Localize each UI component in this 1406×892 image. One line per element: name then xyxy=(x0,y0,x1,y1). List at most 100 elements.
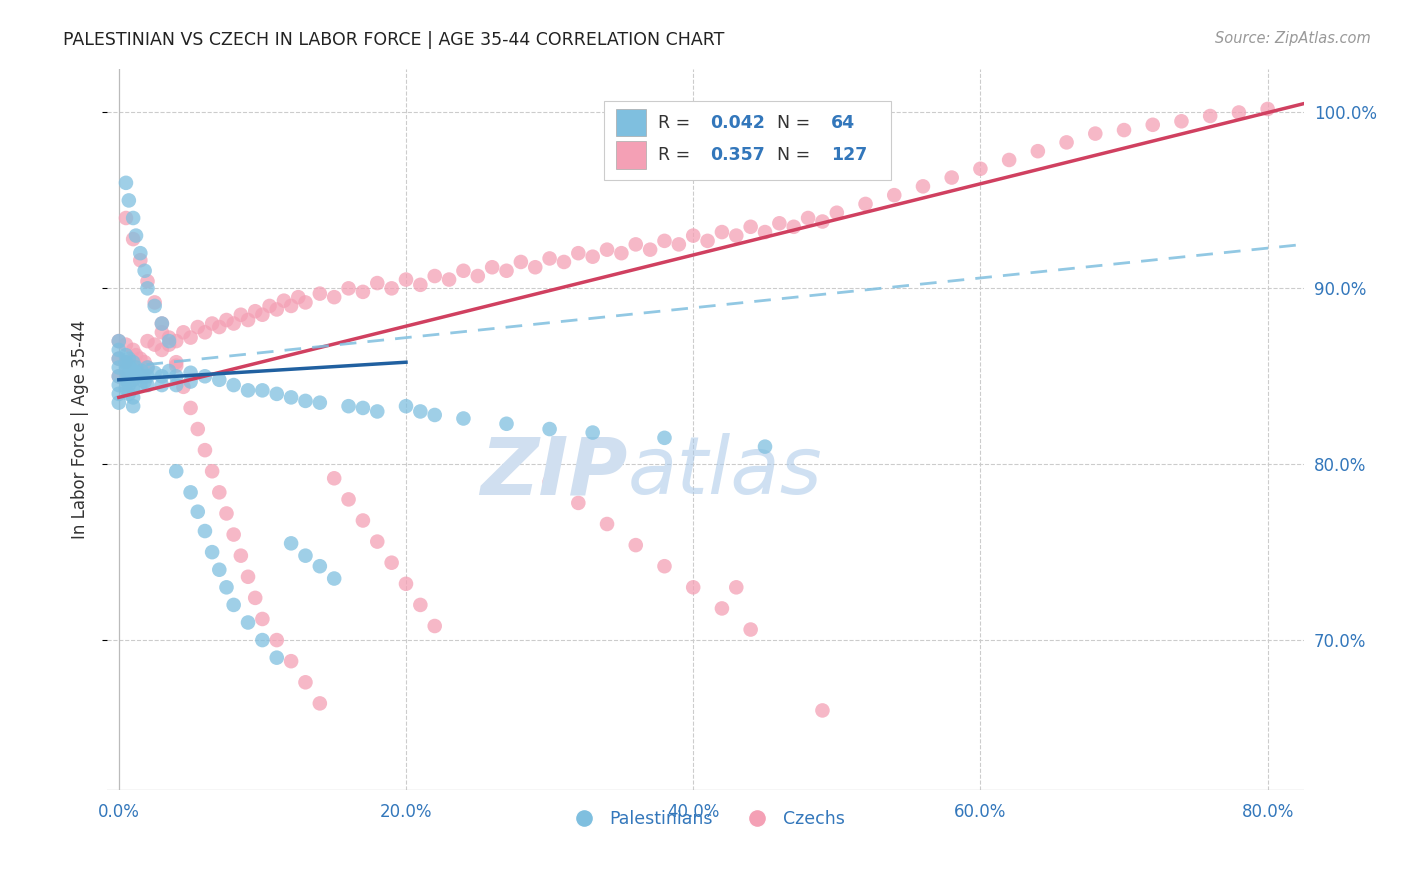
Point xyxy=(266,650,288,665)
Point xyxy=(855,197,877,211)
Point xyxy=(266,387,288,401)
Point xyxy=(157,330,180,344)
Point xyxy=(725,228,748,243)
Point xyxy=(194,369,217,384)
Point xyxy=(187,320,209,334)
Point xyxy=(131,364,153,378)
Point xyxy=(194,326,217,340)
Point xyxy=(236,384,259,398)
Text: 127: 127 xyxy=(831,146,868,164)
Point xyxy=(1199,109,1222,123)
Point xyxy=(134,264,156,278)
Point xyxy=(538,252,561,266)
Bar xyxy=(616,141,645,169)
Point xyxy=(236,313,259,327)
Point xyxy=(682,580,704,594)
Point xyxy=(118,360,141,375)
Point xyxy=(266,633,288,648)
Point xyxy=(165,369,187,384)
Point xyxy=(969,161,991,176)
Point xyxy=(201,545,224,559)
Point xyxy=(132,369,155,384)
Point xyxy=(911,179,934,194)
Point xyxy=(129,378,152,392)
Point xyxy=(596,243,619,257)
Point xyxy=(366,276,388,290)
Point xyxy=(1142,118,1164,132)
Y-axis label: In Labor Force | Age 35-44: In Labor Force | Age 35-44 xyxy=(72,319,89,539)
Point xyxy=(481,260,503,275)
Point xyxy=(122,373,145,387)
Point xyxy=(259,299,281,313)
Text: R =: R = xyxy=(658,113,696,132)
Point xyxy=(194,443,217,458)
Point xyxy=(150,317,173,331)
Point xyxy=(538,422,561,436)
Point xyxy=(122,382,145,396)
Point xyxy=(453,264,475,278)
Point xyxy=(1112,123,1135,137)
Point xyxy=(150,326,173,340)
Point xyxy=(395,272,418,286)
Point xyxy=(423,619,446,633)
Text: 0.357: 0.357 xyxy=(710,146,765,164)
Point xyxy=(294,549,316,563)
Point xyxy=(423,408,446,422)
Point xyxy=(352,401,374,415)
Point xyxy=(252,633,274,648)
Point xyxy=(107,369,129,384)
Point xyxy=(352,285,374,299)
Point xyxy=(115,373,138,387)
Point xyxy=(157,337,180,351)
Point xyxy=(1170,114,1192,128)
Point xyxy=(495,264,517,278)
Point xyxy=(582,250,605,264)
Point xyxy=(524,260,547,275)
Point xyxy=(811,214,834,228)
Point xyxy=(107,334,129,348)
Point xyxy=(134,355,156,369)
Point xyxy=(287,290,309,304)
Point xyxy=(172,380,194,394)
Point xyxy=(366,404,388,418)
Point xyxy=(567,246,589,260)
Point xyxy=(129,246,152,260)
Point xyxy=(215,580,238,594)
Point xyxy=(725,580,748,594)
Point xyxy=(883,188,905,202)
Point xyxy=(107,360,129,375)
Point xyxy=(107,343,129,357)
Point xyxy=(553,255,575,269)
Point xyxy=(538,475,561,489)
Point xyxy=(208,320,231,334)
Point xyxy=(122,232,145,246)
Point xyxy=(122,364,145,378)
FancyBboxPatch shape xyxy=(603,101,891,180)
Point xyxy=(125,228,148,243)
Point xyxy=(252,308,274,322)
Point xyxy=(115,211,138,225)
Point xyxy=(825,205,848,219)
Point xyxy=(129,369,152,384)
Point xyxy=(208,563,231,577)
Point xyxy=(180,485,202,500)
Point xyxy=(143,295,166,310)
Point xyxy=(740,219,762,234)
Point xyxy=(252,612,274,626)
Point xyxy=(107,334,129,348)
Point xyxy=(294,393,316,408)
Point xyxy=(754,225,776,239)
Point xyxy=(122,211,145,225)
Point xyxy=(150,378,173,392)
Point xyxy=(165,334,187,348)
Point xyxy=(208,485,231,500)
Point xyxy=(280,391,302,405)
Point xyxy=(1084,127,1107,141)
Point xyxy=(136,369,159,384)
Point xyxy=(107,395,129,409)
Point xyxy=(395,399,418,413)
Point xyxy=(768,216,790,230)
Point xyxy=(150,369,173,384)
Point xyxy=(610,246,633,260)
Point xyxy=(118,387,141,401)
